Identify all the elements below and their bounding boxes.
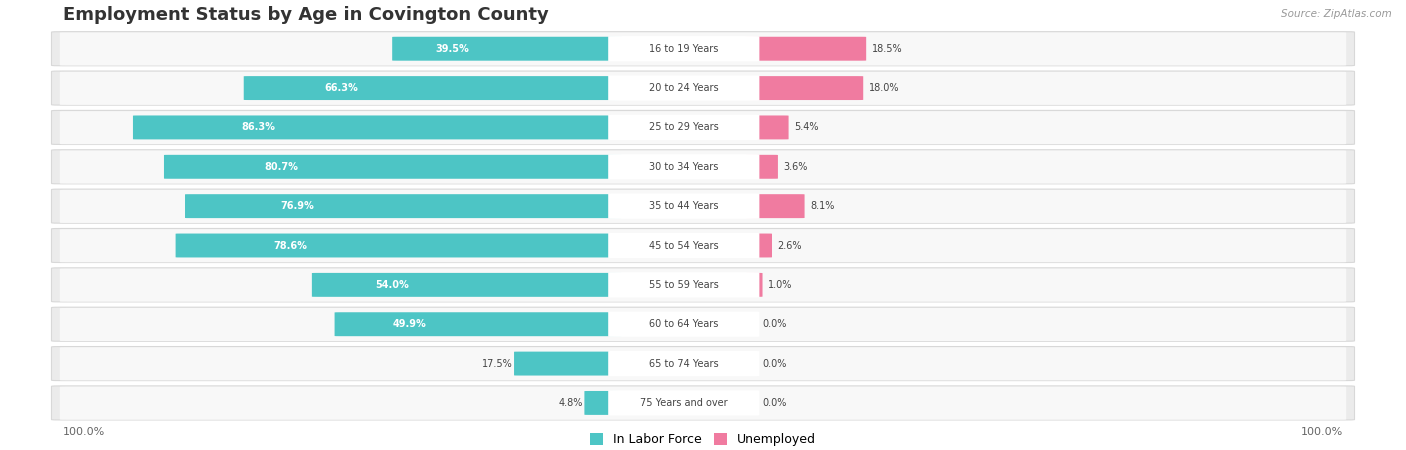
FancyBboxPatch shape bbox=[176, 234, 621, 257]
FancyBboxPatch shape bbox=[60, 190, 1346, 223]
Text: 76.9%: 76.9% bbox=[280, 201, 314, 211]
Text: 86.3%: 86.3% bbox=[240, 122, 276, 132]
FancyBboxPatch shape bbox=[609, 351, 759, 376]
FancyBboxPatch shape bbox=[585, 391, 621, 415]
Text: 55 to 59 Years: 55 to 59 Years bbox=[650, 280, 718, 290]
FancyBboxPatch shape bbox=[60, 111, 1346, 144]
Text: 49.9%: 49.9% bbox=[392, 319, 426, 329]
FancyBboxPatch shape bbox=[52, 268, 1354, 302]
FancyBboxPatch shape bbox=[392, 37, 621, 61]
Text: 75 Years and over: 75 Years and over bbox=[640, 398, 727, 408]
FancyBboxPatch shape bbox=[609, 194, 759, 219]
Text: 3.6%: 3.6% bbox=[783, 162, 808, 172]
Text: 66.3%: 66.3% bbox=[325, 83, 359, 93]
Text: Source: ZipAtlas.com: Source: ZipAtlas.com bbox=[1281, 9, 1392, 19]
FancyBboxPatch shape bbox=[609, 36, 759, 61]
FancyBboxPatch shape bbox=[745, 76, 863, 100]
FancyBboxPatch shape bbox=[60, 32, 1346, 66]
FancyBboxPatch shape bbox=[60, 72, 1346, 105]
FancyBboxPatch shape bbox=[52, 71, 1354, 105]
FancyBboxPatch shape bbox=[312, 273, 621, 297]
FancyBboxPatch shape bbox=[609, 115, 759, 140]
Text: 100.0%: 100.0% bbox=[63, 428, 105, 437]
Text: 100.0%: 100.0% bbox=[1301, 428, 1343, 437]
Text: 25 to 29 Years: 25 to 29 Years bbox=[650, 122, 718, 132]
Text: 20 to 24 Years: 20 to 24 Years bbox=[650, 83, 718, 93]
FancyBboxPatch shape bbox=[52, 110, 1354, 144]
FancyBboxPatch shape bbox=[52, 189, 1354, 223]
FancyBboxPatch shape bbox=[60, 387, 1346, 420]
FancyBboxPatch shape bbox=[745, 155, 778, 179]
Text: 60 to 64 Years: 60 to 64 Years bbox=[650, 319, 718, 329]
Text: 45 to 54 Years: 45 to 54 Years bbox=[650, 240, 718, 251]
FancyBboxPatch shape bbox=[52, 150, 1354, 184]
Text: 80.7%: 80.7% bbox=[264, 162, 298, 172]
Text: 30 to 34 Years: 30 to 34 Years bbox=[650, 162, 718, 172]
Text: 54.0%: 54.0% bbox=[375, 280, 409, 290]
Text: Employment Status by Age in Covington County: Employment Status by Age in Covington Co… bbox=[63, 6, 548, 24]
FancyBboxPatch shape bbox=[186, 194, 621, 218]
FancyBboxPatch shape bbox=[165, 155, 621, 179]
Text: 18.0%: 18.0% bbox=[869, 83, 900, 93]
Text: 4.8%: 4.8% bbox=[558, 398, 583, 408]
Text: 0.0%: 0.0% bbox=[762, 398, 786, 408]
FancyBboxPatch shape bbox=[60, 347, 1346, 380]
FancyBboxPatch shape bbox=[609, 311, 759, 337]
FancyBboxPatch shape bbox=[609, 154, 759, 180]
Text: 39.5%: 39.5% bbox=[436, 44, 470, 54]
Text: 35 to 44 Years: 35 to 44 Years bbox=[650, 201, 718, 211]
FancyBboxPatch shape bbox=[134, 116, 621, 140]
FancyBboxPatch shape bbox=[52, 386, 1354, 420]
FancyBboxPatch shape bbox=[609, 272, 759, 297]
FancyBboxPatch shape bbox=[335, 312, 621, 336]
Text: 5.4%: 5.4% bbox=[794, 122, 818, 132]
FancyBboxPatch shape bbox=[745, 273, 762, 297]
Text: 17.5%: 17.5% bbox=[482, 359, 513, 369]
FancyBboxPatch shape bbox=[745, 37, 866, 61]
FancyBboxPatch shape bbox=[745, 194, 804, 218]
Text: 1.0%: 1.0% bbox=[768, 280, 793, 290]
Text: 2.6%: 2.6% bbox=[778, 240, 801, 251]
FancyBboxPatch shape bbox=[60, 229, 1346, 262]
FancyBboxPatch shape bbox=[52, 32, 1354, 66]
FancyBboxPatch shape bbox=[52, 229, 1354, 262]
FancyBboxPatch shape bbox=[745, 116, 789, 140]
FancyBboxPatch shape bbox=[243, 76, 621, 100]
FancyBboxPatch shape bbox=[60, 308, 1346, 341]
FancyBboxPatch shape bbox=[515, 351, 621, 376]
Text: 0.0%: 0.0% bbox=[762, 359, 786, 369]
FancyBboxPatch shape bbox=[609, 233, 759, 258]
FancyBboxPatch shape bbox=[609, 390, 759, 415]
FancyBboxPatch shape bbox=[52, 346, 1354, 381]
Text: 8.1%: 8.1% bbox=[810, 201, 835, 211]
Text: 18.5%: 18.5% bbox=[872, 44, 903, 54]
Text: 78.6%: 78.6% bbox=[273, 240, 307, 251]
Text: 65 to 74 Years: 65 to 74 Years bbox=[650, 359, 718, 369]
FancyBboxPatch shape bbox=[60, 151, 1346, 184]
Legend: In Labor Force, Unemployed: In Labor Force, Unemployed bbox=[591, 433, 815, 446]
Text: 16 to 19 Years: 16 to 19 Years bbox=[650, 44, 718, 54]
Text: 0.0%: 0.0% bbox=[762, 319, 786, 329]
FancyBboxPatch shape bbox=[745, 234, 772, 257]
FancyBboxPatch shape bbox=[609, 76, 759, 101]
FancyBboxPatch shape bbox=[60, 269, 1346, 302]
FancyBboxPatch shape bbox=[52, 307, 1354, 341]
